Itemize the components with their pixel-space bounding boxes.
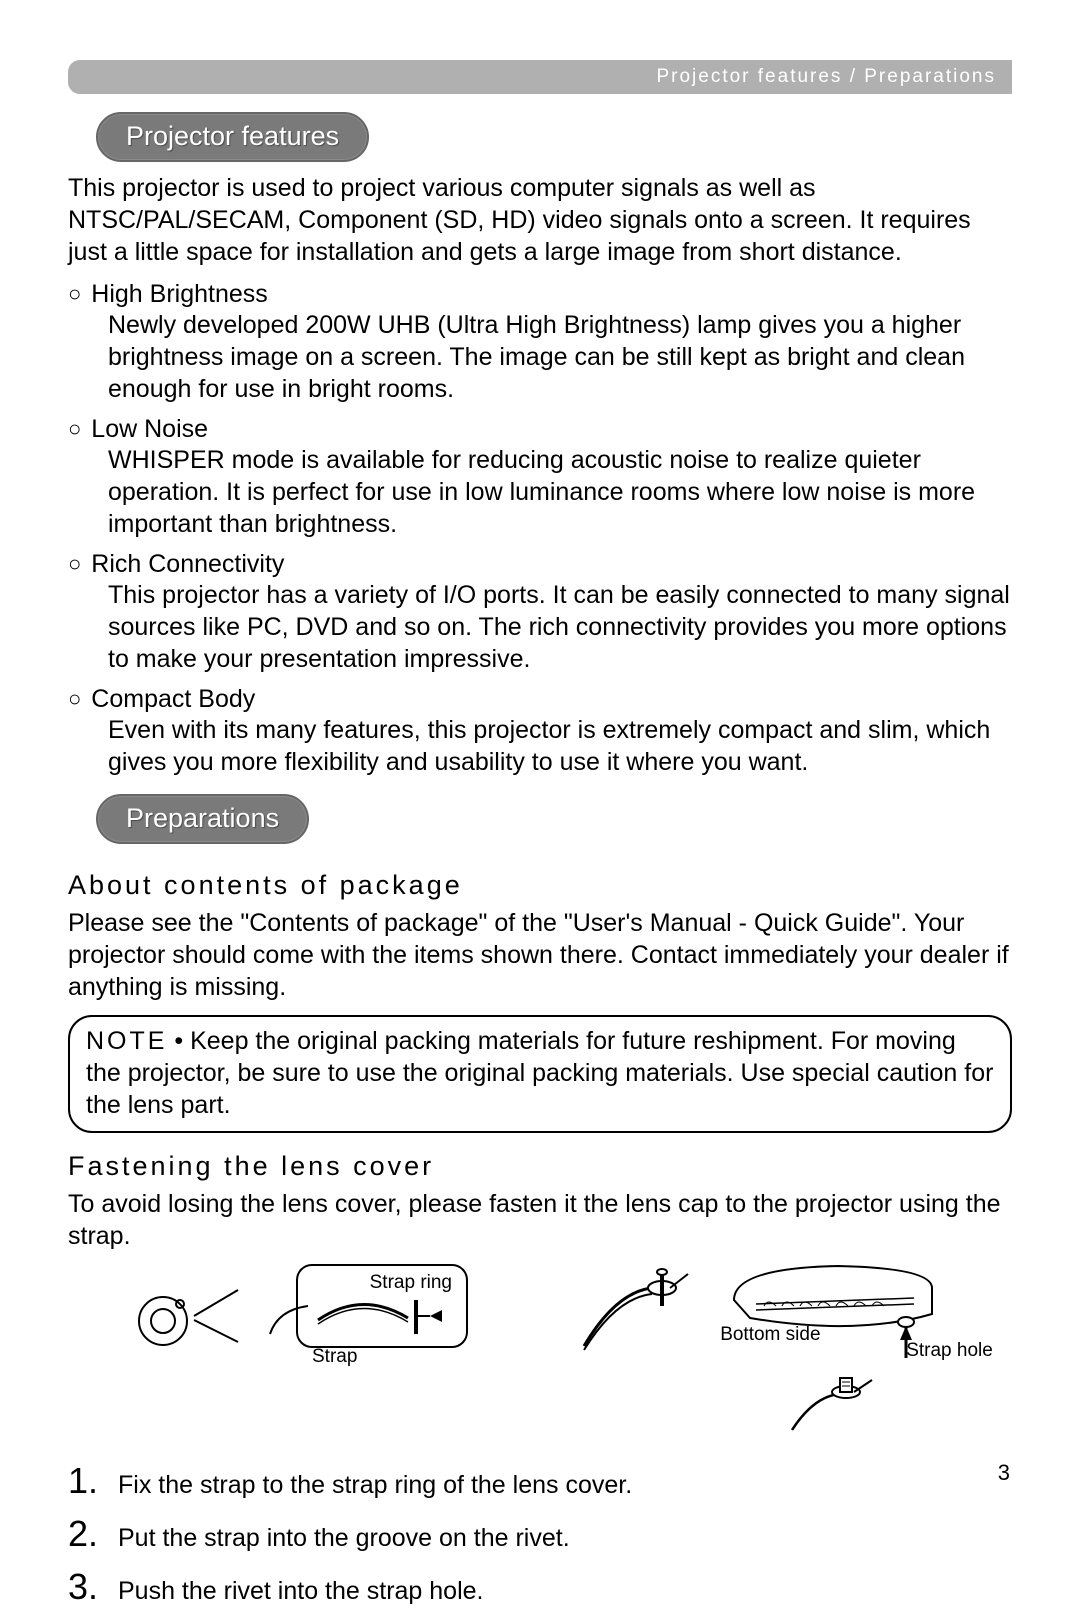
- step-1: Fix the strap to the strap ring of the l…: [68, 1458, 1012, 1505]
- feature-low-noise: Low Noise WHISPER mode is available for …: [68, 415, 1012, 540]
- step-text: Push the rivet into the strap hole.: [118, 1575, 484, 1608]
- note-box: NOTE • Keep the original packing materia…: [68, 1015, 1012, 1133]
- step-text: Put the strap into the groove on the riv…: [118, 1522, 570, 1555]
- about-contents-text: Please see the "Contents of package" of …: [68, 907, 1012, 1003]
- feature-compact-body: Compact Body Even with its many features…: [68, 685, 1012, 778]
- page: Projector features / Preparations Projec…: [0, 0, 1080, 1532]
- section-title-projector-features: Projector features: [96, 112, 369, 162]
- step-text: Fix the strap to the strap ring of the l…: [118, 1469, 632, 1502]
- diagram-row: Strap ring Strap: [128, 1264, 1012, 1444]
- section-title-preparations: Preparations: [96, 794, 309, 844]
- note-text: • Keep the original packing materials fo…: [86, 1027, 993, 1119]
- feature-title: High Brightness: [68, 280, 1012, 309]
- feature-high-brightness: High Brightness Newly developed 200W UHB…: [68, 280, 1012, 405]
- feature-desc: Newly developed 200W UHB (Ultra High Bri…: [108, 309, 1012, 405]
- rivet-insert-icon: [786, 1374, 886, 1454]
- callout-strap: Strap ring Strap: [296, 1264, 468, 1348]
- callout-tail-icon: [268, 1300, 308, 1340]
- fastening-text: To avoid losing the lens cover, please f…: [68, 1188, 1012, 1252]
- feature-desc: WHISPER mode is available for reducing a…: [108, 444, 1012, 540]
- intro-text: This projector is used to project variou…: [68, 172, 1012, 268]
- feature-title: Low Noise: [68, 415, 1012, 444]
- label-strap-ring: Strap ring: [312, 1272, 452, 1294]
- diagram-right: Bottom side Strap hole: [716, 1264, 1012, 1444]
- feature-rich-connectivity: Rich Connectivity This projector has a v…: [68, 550, 1012, 675]
- step-3: Push the rivet into the strap hole.: [68, 1564, 1012, 1610]
- subheading-about-contents: About contents of package: [68, 870, 1012, 901]
- step-2: Put the strap into the groove on the riv…: [68, 1511, 1012, 1558]
- subheading-fastening-lens-cover: Fastening the lens cover: [68, 1151, 1012, 1182]
- strap-ring-detail-icon: [312, 1294, 452, 1338]
- page-number: 3: [998, 1460, 1010, 1486]
- label-strap: Strap: [312, 1346, 357, 1368]
- label-bottom-side: Bottom side: [720, 1324, 820, 1346]
- steps-list: Fix the strap to the strap ring of the l…: [68, 1458, 1012, 1610]
- feature-desc: Even with its many features, this projec…: [108, 714, 1012, 778]
- feature-title: Compact Body: [68, 685, 1012, 714]
- rivet-strap-icon: [570, 1264, 698, 1374]
- diagram-left: Strap ring Strap: [128, 1264, 552, 1384]
- label-strap-hole: Strap hole: [906, 1340, 993, 1362]
- feature-title: Rich Connectivity: [68, 550, 1012, 579]
- header-breadcrumb: Projector features / Preparations: [68, 60, 1012, 94]
- feature-desc: This projector has a variety of I/O port…: [108, 579, 1012, 675]
- note-label: NOTE: [86, 1027, 167, 1055]
